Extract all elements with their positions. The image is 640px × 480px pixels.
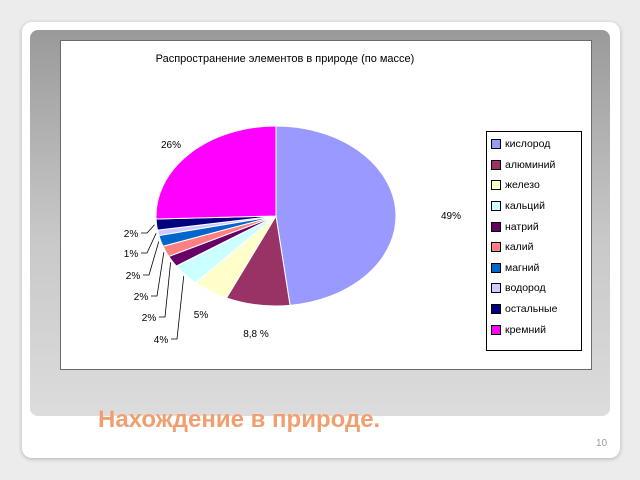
- legend-swatch-6: [491, 242, 501, 253]
- legend-item-8: водород: [491, 278, 581, 299]
- data-label-7: 2%: [126, 271, 141, 282]
- data-label-5: 2%: [142, 313, 157, 324]
- legend-swatch-1: [491, 139, 501, 150]
- data-label-4: 4%: [154, 335, 169, 346]
- legend-item-1: кислород: [491, 134, 581, 155]
- legend-item-5: натрий: [491, 216, 581, 237]
- legend-item-7: магний: [491, 258, 581, 279]
- legend-swatch-7: [491, 262, 501, 273]
- legend-item-6: калий: [491, 237, 581, 258]
- data-label-9: 2%: [124, 229, 139, 240]
- data-label-2: 8,8 %: [243, 329, 269, 340]
- legend-swatch-8: [491, 283, 501, 294]
- legend-label-7: магний: [505, 261, 540, 274]
- legend-item-3: железо: [491, 175, 581, 196]
- data-label-10: 26%: [161, 140, 181, 151]
- data-label-8: 1%: [124, 249, 139, 260]
- leader-line-7: [143, 241, 160, 276]
- legend-label-3: железо: [505, 179, 540, 192]
- chart-title: Распространение элементов в природе (по …: [155, 53, 415, 65]
- leader-line-5: [159, 262, 171, 318]
- chart-area: 49% 8,8 % 5% 4% 2% 2% 2% 1% 2% 26% Распространени…: [60, 40, 592, 370]
- pie-slice-10: [155, 125, 277, 220]
- data-label-3: 5%: [194, 310, 209, 321]
- legend-label-1: кислород: [505, 138, 551, 151]
- legend-swatch-9: [491, 304, 501, 315]
- leader-line-9: [141, 224, 155, 234]
- legend-item-2: алюминий: [491, 155, 581, 176]
- legend-label-9: остальные: [505, 303, 558, 316]
- slide-heading: Нахождение в природе.: [98, 406, 381, 433]
- data-label-6: 2%: [134, 292, 149, 303]
- legend-item-4: кальций: [491, 196, 581, 217]
- legend-swatch-4: [491, 201, 501, 212]
- legend-swatch-10: [491, 324, 501, 335]
- legend-item-9: остальные: [491, 299, 581, 320]
- leader-line-4: [171, 276, 185, 340]
- legend-swatch-3: [491, 180, 501, 191]
- pie-slice-1: [275, 125, 397, 306]
- legend-label-10: кремний: [505, 323, 547, 336]
- data-label-1: 49%: [441, 211, 461, 222]
- legend-item-10: кремний: [491, 319, 581, 340]
- legend-swatch-2: [491, 159, 501, 170]
- chart-legend: кислород алюминий железо кальций натрий калий…: [486, 131, 582, 351]
- legend-label-4: кальций: [505, 200, 546, 213]
- legend-label-2: алюминий: [505, 158, 556, 171]
- pie-chart: 49% 8,8 % 5% 4% 2% 2% 2% 1% 2% 26%: [124, 125, 461, 346]
- slide-number: 10: [596, 438, 608, 449]
- legend-label-8: водород: [505, 282, 546, 295]
- legend-swatch-5: [491, 221, 501, 232]
- legend-label-6: калий: [505, 241, 534, 254]
- leader-line-8: [141, 233, 157, 254]
- legend-label-5: натрий: [505, 220, 539, 233]
- leader-line-6: [151, 252, 165, 297]
